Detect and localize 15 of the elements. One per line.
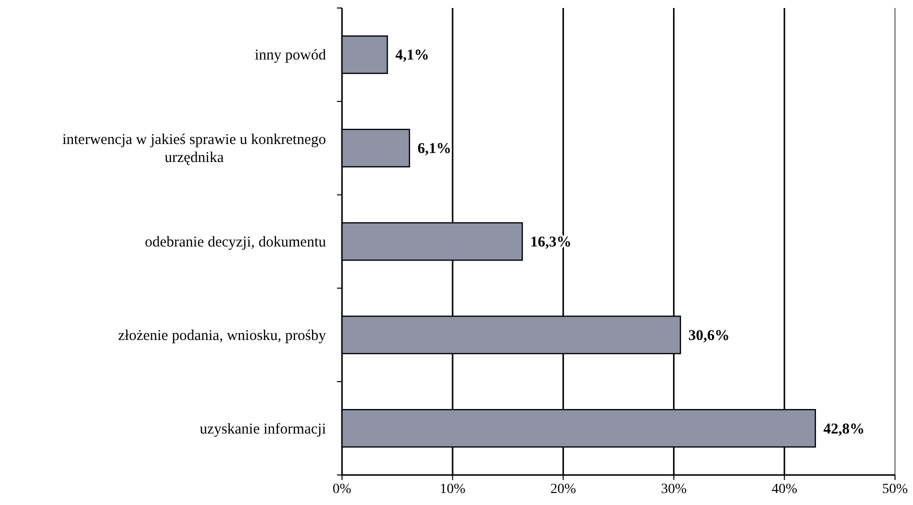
data-label: 6,1%: [417, 141, 452, 158]
y-tick-label: odebranie decyzji, dokumentu: [144, 234, 326, 250]
x-tick-label: 10%: [440, 482, 466, 497]
y-tick-label: inny powód: [254, 48, 326, 64]
x-tick-label: 30%: [660, 482, 687, 497]
y-tick-label: interwencja w jakieś sprawie u konkretnego urzędnika: [62, 132, 326, 166]
data-label: 42,8%: [823, 421, 865, 438]
data-label: 30,6%: [688, 328, 730, 344]
y-tick-label: złożenie podania, wniosku, prośby: [118, 328, 326, 344]
y-tick-label: uzyskanie informacji: [200, 421, 326, 438]
data-label: 4,1%: [395, 48, 430, 64]
x-tick-label: 50%: [882, 482, 908, 497]
x-tick-label: 0%: [332, 482, 352, 497]
x-tick-label: 20%: [550, 482, 576, 497]
x-tick-label: 40%: [772, 482, 798, 497]
